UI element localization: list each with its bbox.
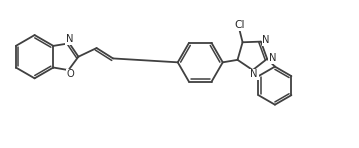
Text: N: N — [262, 35, 270, 45]
Text: N: N — [66, 34, 74, 44]
Text: N: N — [269, 53, 276, 63]
Text: Cl: Cl — [235, 20, 245, 30]
Text: O: O — [66, 69, 74, 79]
Text: N: N — [250, 69, 258, 79]
